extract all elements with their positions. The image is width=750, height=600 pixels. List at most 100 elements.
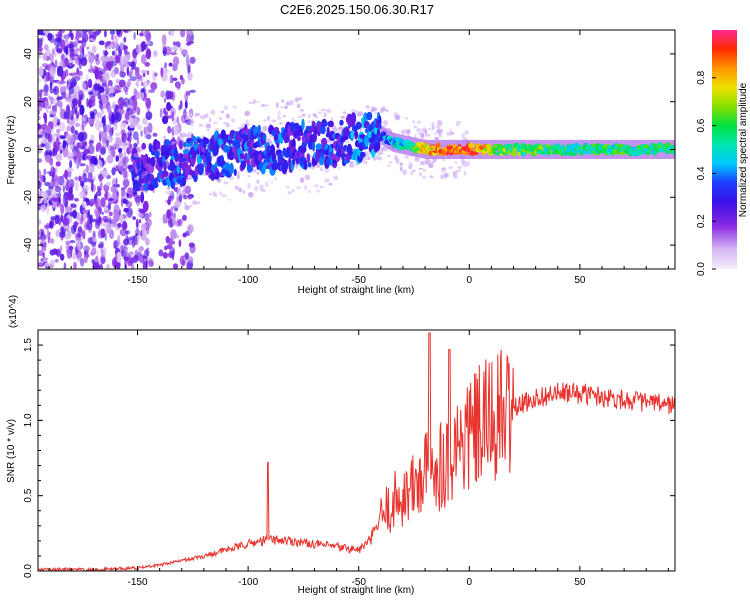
heatmap-cell (126, 107, 130, 112)
heatmap-cell (178, 239, 182, 248)
heatmap-cell (221, 194, 227, 198)
heatmap-cell (262, 125, 268, 132)
heatmap-cell (256, 171, 260, 175)
heatmap-cell (127, 30, 133, 33)
heatmap-cell (119, 228, 127, 237)
heatmap-cell (128, 142, 132, 154)
heatmap-cell (177, 220, 182, 226)
heatmap-cell (91, 183, 94, 192)
heatmap-cell (189, 89, 196, 93)
heatmap-cell (386, 154, 391, 158)
heatmap-cell (50, 177, 56, 188)
heatmap-cell (167, 251, 175, 259)
heatmap-cell (167, 198, 172, 206)
heatmap-cell (256, 101, 260, 104)
heatmap-cell (219, 191, 223, 196)
heatmap-cell (58, 80, 66, 85)
heatmap-cell (366, 111, 373, 121)
heatmap-cell (171, 136, 176, 142)
heatmap-cell (70, 50, 75, 61)
heatmap-cell (104, 72, 110, 81)
y-tick-label: -20 (23, 190, 34, 205)
heatmap-cell (60, 39, 66, 50)
heatmap-cell (469, 147, 474, 151)
heatmap-cell (91, 45, 97, 54)
heatmap-cell (108, 92, 115, 98)
heatmap-cell (77, 132, 85, 142)
heatmap-cell (95, 190, 102, 197)
heatmap-cell (307, 113, 312, 119)
heatmap-cell (49, 53, 54, 63)
heatmap-cell (433, 132, 437, 135)
heatmap-cell (170, 51, 177, 56)
heatmap-cell (113, 212, 120, 223)
heatmap-cell (172, 41, 178, 46)
heatmap-cell (123, 142, 130, 146)
heatmap-cell (317, 111, 322, 115)
heatmap-cell (38, 262, 43, 268)
heatmap-cell (116, 251, 122, 263)
heatmap-cell (56, 95, 60, 103)
heatmap-cell (356, 122, 361, 130)
heatmap-cell (97, 30, 102, 34)
heatmap-cell (57, 142, 60, 151)
heatmap-cell (162, 155, 166, 164)
heatmap-cell (47, 32, 53, 42)
heatmap-cell (46, 205, 50, 215)
heatmap-cell (287, 191, 292, 195)
heatmap-cell (344, 127, 350, 137)
heatmap-cell (82, 209, 89, 214)
heatmap-cell (144, 62, 150, 67)
heatmap-cell (350, 112, 357, 124)
heatmap-cell (374, 111, 379, 115)
heatmap-cell (209, 117, 212, 123)
heatmap-cell (182, 232, 187, 238)
heatmap-cell (337, 166, 341, 169)
y-tick-label: 40 (23, 48, 34, 60)
heatmap-cell (118, 147, 123, 154)
heatmap-cell (98, 188, 102, 192)
heatmap-cell (50, 216, 56, 221)
heatmap-cell (81, 30, 88, 34)
heatmap-cell (166, 243, 173, 250)
heatmap-cell (83, 148, 91, 155)
heatmap-cell (307, 190, 311, 194)
heatmap-cell (72, 252, 76, 260)
heatmap-cell (111, 116, 114, 124)
heatmap-cell (385, 109, 389, 113)
heatmap-cell (260, 188, 267, 193)
heatmap-cell (38, 115, 41, 121)
heatmap-cell (62, 195, 68, 205)
heatmap-cell (303, 159, 308, 171)
heatmap-cell (156, 140, 161, 150)
heatmap-cell (185, 55, 191, 65)
heatmap-cell (293, 122, 300, 130)
heatmap-cell (104, 209, 111, 214)
x-tick-label: -150 (128, 275, 148, 286)
heatmap-cell (114, 254, 118, 262)
heatmap-cell (587, 149, 592, 155)
heatmap-cell (298, 97, 302, 101)
y-tick-label: 1.5 (23, 338, 34, 352)
heatmap-cell (101, 211, 104, 216)
heatmap-cell (422, 168, 426, 172)
heatmap-cell (540, 146, 544, 149)
colorbar-tick-label: 0.8 (696, 70, 707, 84)
heatmap-cell (180, 132, 187, 136)
heatmap-cell (38, 78, 42, 83)
heatmap-cell (319, 186, 324, 189)
heatmap-cell (172, 237, 175, 242)
heatmap-cell (38, 50, 43, 54)
heatmap-cell (448, 166, 454, 169)
heatmap-cell (428, 163, 434, 169)
heatmap-cell (145, 111, 153, 121)
heatmap-cell (294, 97, 299, 103)
heatmap-cell (181, 49, 188, 56)
heatmap-cell (56, 128, 61, 134)
heatmap-cell (69, 160, 73, 168)
heatmap-cell (181, 214, 187, 221)
heatmap-cell (246, 164, 253, 173)
heatmap-cell (219, 117, 223, 121)
heatmap-cell (275, 102, 279, 108)
heatmap-cell (299, 177, 305, 183)
